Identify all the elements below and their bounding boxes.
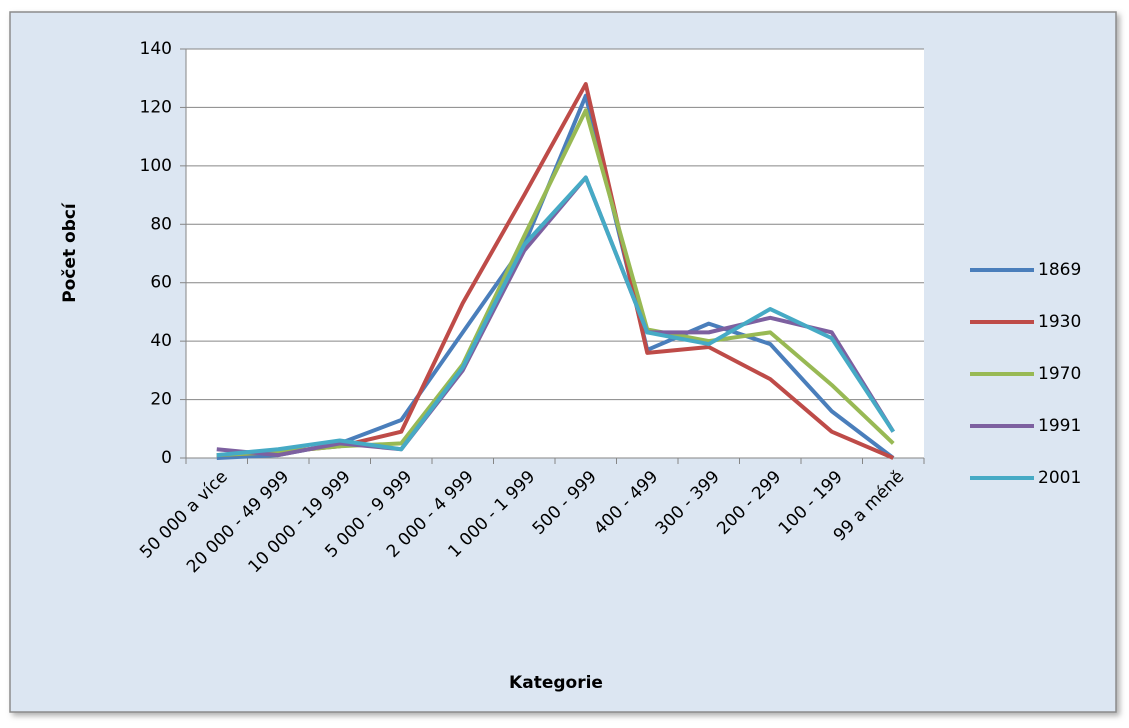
y-tick-label: 40 <box>150 331 172 351</box>
y-axis-title: Počet obcí <box>60 202 80 303</box>
y-tick-label: 0 <box>161 448 172 468</box>
y-tick-label: 120 <box>140 97 172 117</box>
legend-label: 2001 <box>1038 468 1081 488</box>
x-axis-title: Kategorie <box>509 673 603 693</box>
legend-label: 1869 <box>1038 260 1081 280</box>
y-tick-label: 80 <box>150 214 172 234</box>
y-tick-label: 20 <box>150 390 172 410</box>
legend-label: 1930 <box>1038 312 1081 332</box>
y-tick-label: 60 <box>150 273 172 293</box>
legend-label: 1970 <box>1038 364 1081 384</box>
legend-label: 1991 <box>1038 416 1081 436</box>
plot-area <box>186 49 924 458</box>
y-tick-label: 100 <box>140 156 172 176</box>
y-tick-label: 140 <box>140 39 172 59</box>
series-line <box>216 175 895 458</box>
